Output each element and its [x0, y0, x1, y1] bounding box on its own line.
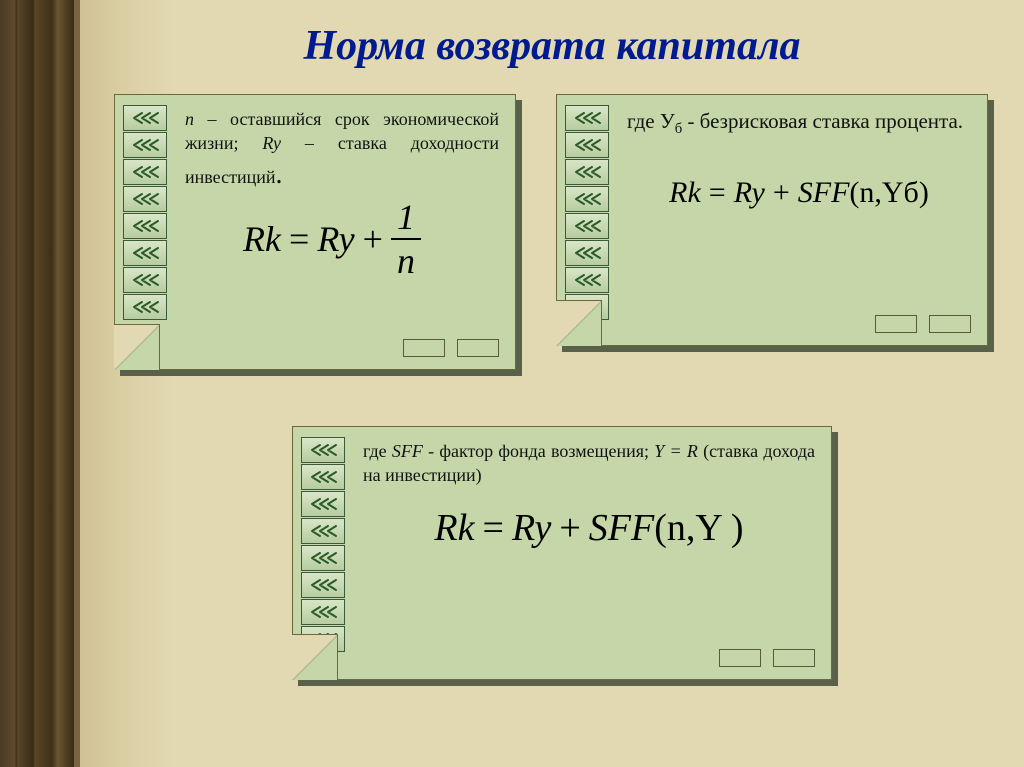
chevron-left-icon [123, 294, 167, 320]
card-formula-3: где SFF - фактор фонда возмещения; Y = R… [292, 426, 832, 680]
page-fold-icon [114, 324, 160, 370]
card2-formula: Rk = Ry + SFF(n,Yб) [627, 176, 971, 210]
book-spine [0, 0, 80, 767]
book-page: Норма возврата капитала n – оставшийся с… [80, 0, 1024, 767]
card2-description: где Уб - безрисковая ставка процента. [627, 107, 971, 140]
chevron-left-icon [301, 572, 345, 598]
chevron-left-icon [123, 159, 167, 185]
page-fold-icon [556, 300, 602, 346]
card1-formula: Rk = Ry + 1 n [185, 199, 499, 279]
chevron-left-icon [123, 105, 167, 131]
chevron-left-icon [301, 599, 345, 625]
page-fold-icon [292, 634, 338, 680]
var-n: n [185, 109, 194, 129]
placeholder-boxes [719, 649, 815, 667]
chevron-left-icon [301, 437, 345, 463]
chevron-left-icon [301, 491, 345, 517]
bullet-column [123, 105, 167, 359]
chevron-left-icon [301, 518, 345, 544]
card3-description: где SFF - фактор фонда возмещения; Y = R… [363, 439, 815, 488]
chevron-left-icon [565, 132, 609, 158]
card3-formula: Rk = Ry + SFF(n,Y ) [363, 506, 815, 550]
card-formula-1: n – оставшийся срок экономической жизни;… [114, 94, 516, 370]
chevron-left-icon [123, 213, 167, 239]
card1-description: n – оставшийся срок экономической жизни;… [185, 107, 499, 193]
var-ry: Ry [262, 133, 281, 153]
chevron-left-icon [565, 213, 609, 239]
chevron-left-icon [565, 159, 609, 185]
chevron-left-icon [123, 186, 167, 212]
chevron-left-icon [565, 267, 609, 293]
chevron-left-icon [565, 105, 609, 131]
page-title: Норма возврата капитала [80, 22, 1024, 70]
chevron-left-icon [123, 132, 167, 158]
chevron-left-icon [301, 464, 345, 490]
chevron-left-icon [301, 545, 345, 571]
slide-background: Норма возврата капитала n – оставшийся с… [0, 0, 1024, 767]
card-formula-2: где Уб - безрисковая ставка процента. Rk… [556, 94, 988, 346]
chevron-left-icon [565, 240, 609, 266]
placeholder-boxes [875, 315, 971, 333]
chevron-left-icon [123, 267, 167, 293]
var-sff: SFF [392, 441, 423, 461]
chevron-left-icon [565, 186, 609, 212]
placeholder-boxes [403, 339, 499, 357]
chevron-left-icon [123, 240, 167, 266]
